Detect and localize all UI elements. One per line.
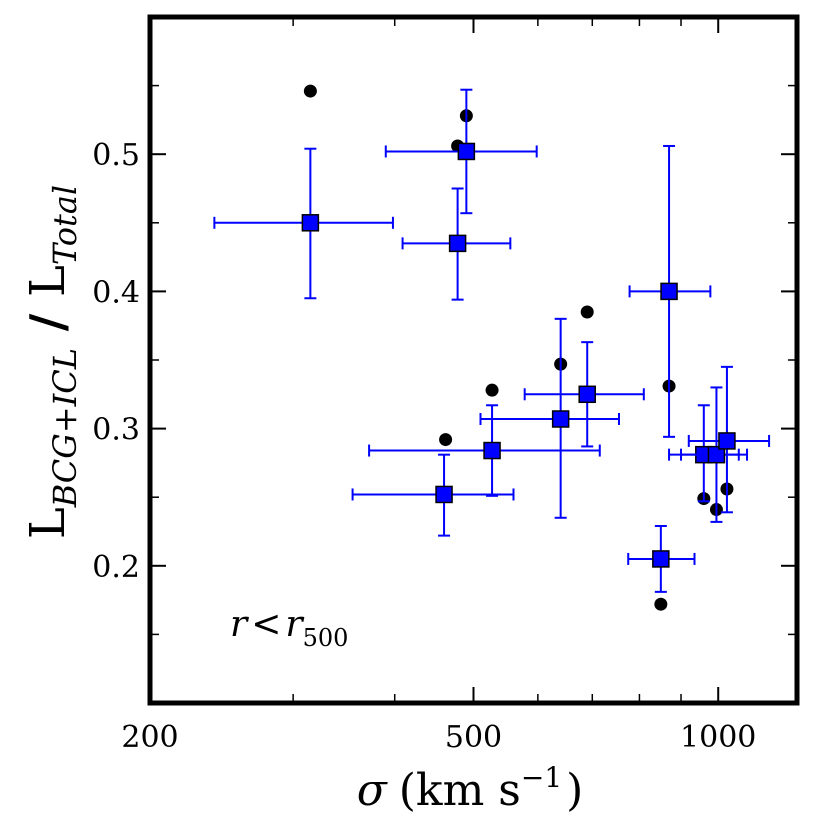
annotation-r-less-r500: r < r500 [230,604,348,652]
y-tick-label: 0.3 [92,413,140,448]
data-point-square [652,550,670,568]
data-point-square-group [523,341,645,448]
data-point-square-group [479,317,620,519]
data-point-circle [654,597,668,611]
y-tick-label: 0.4 [92,275,140,310]
y-axis-label: LBCG+ICL / LTotal [20,185,84,539]
data-point-square [301,214,320,232]
x-tick-label: 200 [121,720,178,755]
data-point-square-group [627,525,696,593]
data-point-square-group [628,144,712,438]
x-axis-label: σ (km s−1) [357,761,584,816]
data-point-square [718,432,736,450]
data-point-square [551,410,570,428]
data-point-square-group [213,147,394,300]
data-point-circle [580,305,594,319]
axis-ticks: 200 500 1000 0.2 0.3 0.4 0.5 [92,17,797,755]
plot-frame [147,14,800,706]
data-point-circle [439,433,453,447]
data-point-square-group [351,453,515,537]
data-point-square-group [401,187,512,301]
data-point-circle [485,383,499,397]
y-tick-label: 0.2 [92,550,140,585]
data-point-square [435,485,453,504]
y-tick-label: 0.5 [92,138,140,173]
data-point-square-group [680,386,749,523]
data-point-square [578,385,596,404]
data-point-square [448,234,467,253]
chart-marks [213,84,771,611]
data-point-square-group [687,365,771,514]
x-tick-label: 500 [445,720,502,755]
data-point-square [483,441,501,460]
data-point-square-group [384,88,538,215]
data-point-square [457,142,476,161]
data-point-square [660,282,678,301]
x-tick-label: 1000 [680,720,756,755]
data-point-circle [303,84,317,98]
data-point-square [707,445,726,464]
